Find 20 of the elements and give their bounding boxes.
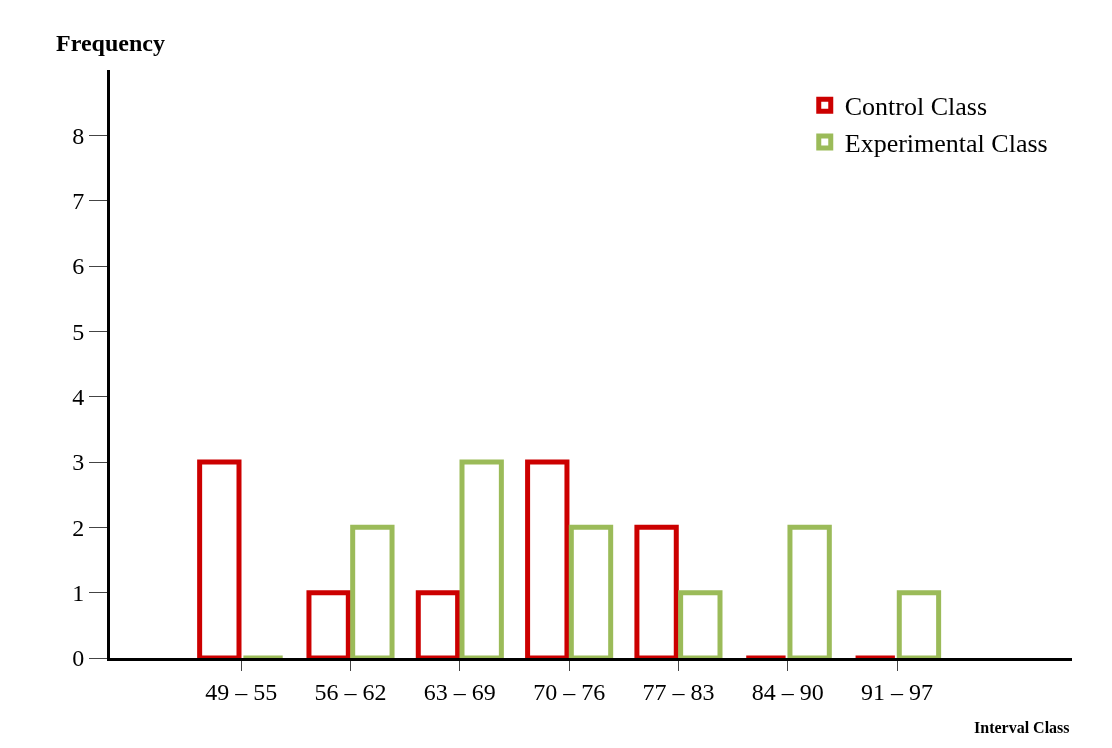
- y-tick-label: 5: [72, 318, 85, 345]
- legend-label: Control Class: [844, 92, 988, 122]
- y-tick-label: 2: [72, 514, 85, 541]
- legend-label: Experimental Class: [844, 129, 1048, 159]
- y-tick-label: 6: [72, 253, 85, 280]
- x-tick-label: 70 – 76: [533, 678, 606, 705]
- y-tick-label: 7: [72, 188, 85, 215]
- x-tick-label: 77 – 83: [642, 678, 715, 705]
- y-tick-label: 1: [72, 580, 85, 607]
- x-tick-label: 63 – 69: [423, 678, 496, 705]
- x-tick-label: 49 – 55: [205, 678, 278, 705]
- y-tick-label: 3: [72, 449, 85, 476]
- x-tick-label: 84 – 90: [751, 678, 824, 705]
- y-tick-label: 0: [72, 645, 85, 672]
- x-axis-title: Interval Class: [974, 719, 1070, 736]
- y-tick-label: 8: [72, 122, 85, 149]
- x-tick-label: 56 – 62: [314, 678, 387, 705]
- x-tick-label: 91 – 97: [861, 678, 934, 705]
- y-axis-title: Frequency: [56, 30, 165, 56]
- y-tick-label: 4: [72, 384, 85, 411]
